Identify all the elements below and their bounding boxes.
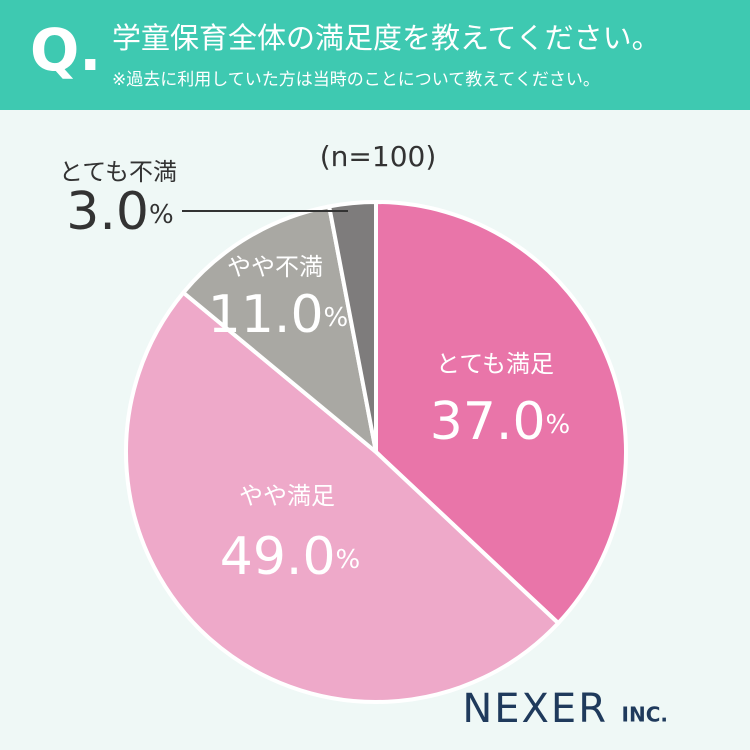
chart-subtitle: ※過去に利用していた方は当時のことについて教えてください。 [112,70,600,90]
slice-label: とても不満 [59,158,177,186]
slice-label: やや不満 [227,253,323,281]
chart-title: 学童保育全体の満足度を教えてください。 [112,21,661,55]
value-label: 49.0% [220,527,361,587]
pie-slice [326,199,378,453]
pie-slice [180,204,380,458]
slice-label: やや満足 [239,482,335,510]
logo-name: NEXER [462,686,608,732]
pie-slice [374,199,628,626]
header-band [0,0,750,110]
value-label: 37.0% [430,392,571,452]
value-label: 11.0% [208,285,349,345]
sample-size: (n=100) [320,140,437,173]
logo-suffix: INC. [622,703,668,727]
pie-slice [124,289,562,704]
question-mark: Q. [30,16,101,84]
value-label: 3.0% [66,182,173,242]
slice-label: とても満足 [436,350,554,378]
